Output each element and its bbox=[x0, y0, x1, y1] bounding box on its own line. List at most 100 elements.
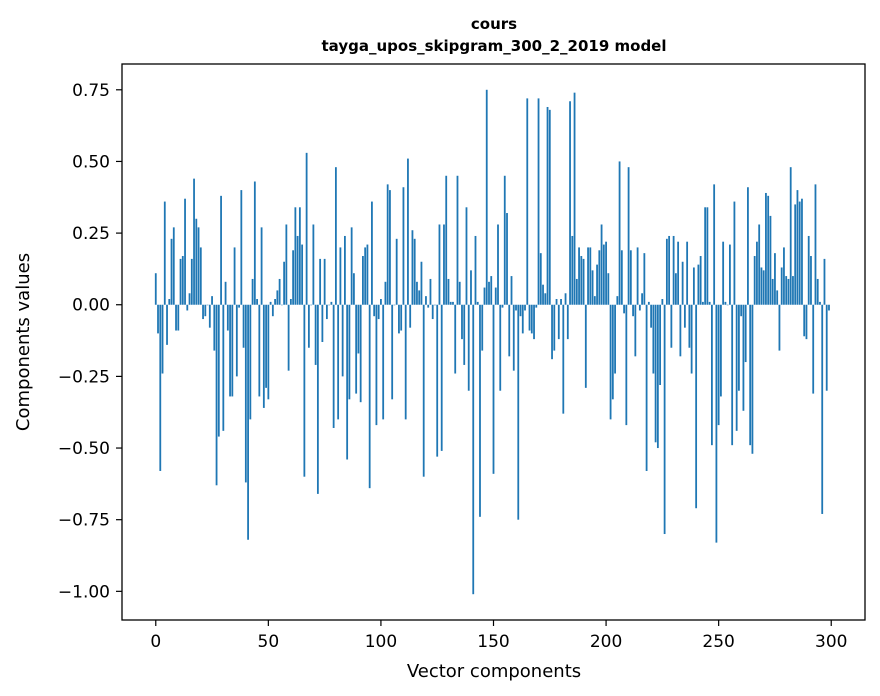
bar bbox=[492, 304, 495, 474]
bar bbox=[452, 301, 454, 305]
bar bbox=[713, 184, 716, 305]
bar bbox=[747, 187, 749, 305]
bar bbox=[431, 304, 434, 320]
bar bbox=[211, 296, 213, 305]
bar bbox=[294, 207, 297, 305]
bar bbox=[154, 273, 157, 305]
bar bbox=[539, 253, 542, 305]
bar bbox=[476, 301, 479, 305]
bar bbox=[323, 258, 326, 305]
bar bbox=[190, 258, 193, 305]
bar bbox=[456, 175, 459, 305]
chart-title: cours bbox=[471, 15, 517, 33]
bar bbox=[508, 304, 511, 357]
bar bbox=[373, 304, 376, 317]
bar bbox=[548, 109, 551, 305]
bar bbox=[206, 304, 209, 306]
bar bbox=[798, 201, 801, 305]
bar bbox=[571, 235, 574, 305]
bar bbox=[377, 304, 380, 320]
bar bbox=[767, 195, 770, 305]
bar bbox=[557, 304, 560, 340]
bar bbox=[494, 287, 497, 305]
bar bbox=[794, 204, 797, 305]
bar bbox=[321, 304, 324, 342]
bar bbox=[756, 241, 758, 305]
bar bbox=[463, 304, 466, 365]
bar bbox=[711, 304, 713, 446]
bar bbox=[197, 227, 200, 305]
bar bbox=[312, 224, 315, 305]
bar bbox=[440, 304, 443, 451]
bar bbox=[269, 301, 272, 305]
x-tick-label: 0 bbox=[150, 632, 161, 652]
bar bbox=[157, 304, 159, 334]
bar bbox=[783, 247, 785, 305]
bar bbox=[652, 304, 655, 374]
bar bbox=[701, 301, 704, 305]
bar bbox=[346, 304, 349, 460]
bar bbox=[744, 304, 747, 363]
bar bbox=[776, 290, 779, 305]
bar bbox=[598, 250, 601, 305]
chart-subtitle: tayga_upos_skipgram_300_2_2019 model bbox=[322, 37, 667, 55]
bar bbox=[292, 250, 295, 305]
bar bbox=[560, 299, 562, 305]
bar bbox=[375, 304, 378, 426]
bar bbox=[720, 304, 722, 397]
bar bbox=[199, 247, 202, 305]
bar bbox=[258, 304, 261, 397]
bar bbox=[589, 247, 592, 305]
bar bbox=[418, 290, 421, 305]
bar bbox=[762, 270, 765, 305]
bar bbox=[251, 278, 254, 305]
x-axis-label: Vector components bbox=[407, 661, 581, 682]
x-tick-label: 200 bbox=[590, 632, 622, 652]
bar bbox=[316, 304, 319, 494]
bar bbox=[584, 304, 587, 388]
y-tick-label: 0.75 bbox=[72, 81, 110, 101]
bar bbox=[488, 281, 490, 305]
bar bbox=[366, 244, 369, 305]
bars-group bbox=[154, 89, 830, 595]
bar bbox=[393, 304, 396, 306]
bar bbox=[769, 215, 772, 305]
bar bbox=[395, 238, 398, 305]
y-tick-label: 0.50 bbox=[72, 152, 110, 172]
bar bbox=[566, 304, 569, 340]
bar bbox=[240, 190, 243, 305]
bar bbox=[229, 304, 231, 397]
bar bbox=[530, 304, 533, 334]
bar bbox=[355, 304, 358, 394]
bar bbox=[533, 304, 535, 340]
bar bbox=[528, 304, 531, 331]
bar bbox=[569, 101, 571, 305]
bar bbox=[166, 304, 168, 345]
bar bbox=[362, 256, 364, 305]
bar bbox=[659, 304, 662, 385]
bar bbox=[184, 198, 186, 305]
y-tick-label: −0.25 bbox=[58, 367, 110, 387]
bar bbox=[285, 224, 288, 305]
bar bbox=[497, 224, 499, 305]
bar bbox=[587, 247, 589, 305]
bar bbox=[276, 290, 279, 305]
bar bbox=[283, 261, 286, 305]
bar bbox=[222, 304, 225, 431]
bar bbox=[771, 278, 774, 305]
bar bbox=[434, 304, 436, 306]
bar bbox=[224, 281, 227, 305]
bar bbox=[314, 304, 317, 365]
bar bbox=[425, 296, 427, 305]
bar bbox=[792, 276, 794, 305]
bar bbox=[591, 270, 594, 305]
bar bbox=[407, 158, 409, 305]
bar bbox=[445, 175, 448, 305]
bar bbox=[812, 304, 815, 394]
bar bbox=[512, 304, 515, 371]
bar bbox=[474, 235, 477, 305]
bar bbox=[787, 278, 790, 305]
bar bbox=[172, 227, 175, 305]
bar bbox=[298, 207, 301, 305]
bar bbox=[341, 304, 344, 377]
